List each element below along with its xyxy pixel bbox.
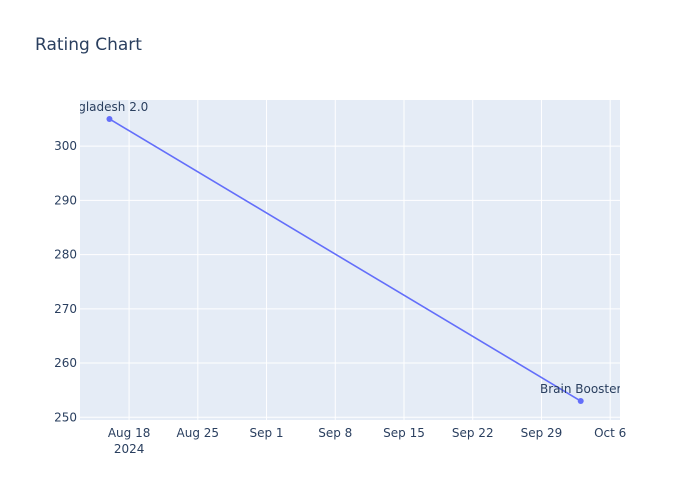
series-layer [106, 115, 584, 405]
data-point[interactable] [577, 398, 584, 405]
y-tick-label: 260 [54, 356, 77, 370]
y-tick-label: 280 [54, 248, 77, 262]
x-tick-label: Sep 29 [521, 426, 563, 440]
x-tick-label: Oct 6 [594, 426, 626, 440]
x-axis: Aug 18 2024 Aug 25 Sep 1 Sep 8 Sep 15 Sep 22 Se… [108, 426, 626, 456]
y-tick-label: 270 [54, 302, 77, 316]
data-point[interactable] [106, 115, 113, 122]
x-tick-label: Aug 25 [177, 426, 220, 440]
x-tick-label: Aug 18 [108, 426, 151, 440]
point-annotation: Brain Booster [540, 382, 622, 396]
y-tick-label: 300 [54, 139, 77, 153]
y-axis: 250 260 270 280 290 300 [54, 139, 77, 424]
annotations-layer: ngladesh 2.0 Brain Booster [71, 100, 622, 396]
x-tick-label: Sep 8 [318, 426, 352, 440]
y-tick-label: 290 [54, 193, 77, 207]
x-tick-year-label: 2024 [114, 442, 145, 456]
x-tick-label: Sep 1 [250, 426, 284, 440]
grid-lines [80, 100, 620, 420]
point-annotation: ngladesh 2.0 [71, 100, 149, 114]
y-tick-label: 250 [54, 410, 77, 424]
chart-title: Rating Chart [35, 35, 142, 55]
plot-area [80, 100, 620, 420]
x-tick-label: Sep 22 [452, 426, 494, 440]
x-tick-label: Sep 15 [383, 426, 425, 440]
series-line [109, 118, 582, 402]
